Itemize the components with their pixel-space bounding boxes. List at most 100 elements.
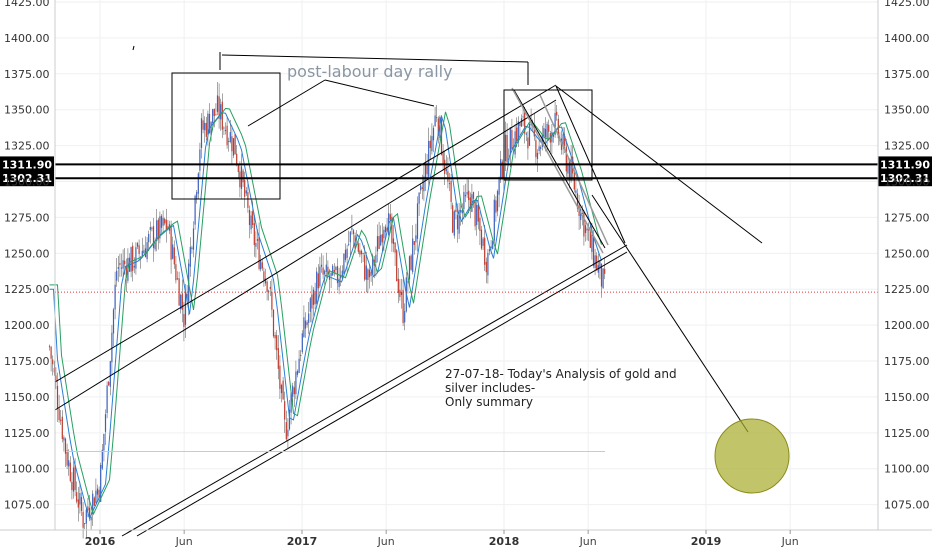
candle-body [71, 481, 73, 491]
y-tick-label-left: 1400.00 [4, 32, 50, 45]
level-badge-right-label: 1311.90 [880, 158, 930, 171]
candle-body [551, 131, 553, 143]
candle-body [413, 241, 415, 245]
target-pointer-line[interactable] [591, 194, 749, 433]
upper-channel-line-2[interactable] [54, 99, 557, 411]
candle-body [245, 190, 247, 194]
candle-body [378, 236, 380, 249]
candle-body [204, 122, 206, 131]
moving-average-blue [49, 112, 602, 520]
candle-body [260, 260, 262, 270]
candle-body [159, 216, 161, 239]
fan-line-4[interactable] [511, 87, 604, 254]
x-tick-label: 2016 [85, 535, 116, 548]
candle-body [300, 354, 302, 356]
candle-body [53, 367, 55, 373]
candle-body [56, 386, 59, 409]
candle-body [186, 293, 188, 301]
candle-body [327, 266, 329, 275]
candle-body [72, 467, 75, 492]
candle-body [148, 233, 150, 243]
rally-annotation[interactable]: post-labour day rally [287, 62, 453, 81]
y-tick-label-left: 1375.00 [4, 68, 50, 81]
candle-body [591, 234, 593, 252]
candle-body [84, 523, 86, 525]
candle-body [570, 159, 572, 181]
fan-line-3[interactable] [513, 89, 606, 249]
x-tick-label: 2017 [287, 535, 318, 548]
candle-body [306, 322, 308, 325]
candle-body [181, 293, 183, 310]
level-badge-left-label: 1302.31 [2, 172, 52, 185]
candle-body [237, 164, 239, 172]
candle-body [564, 135, 566, 146]
candle-body [282, 380, 284, 400]
candle-body [580, 208, 582, 221]
candle-body [384, 226, 387, 233]
fan-line-5[interactable] [539, 94, 609, 246]
candle-body [376, 236, 379, 252]
candle-body [412, 238, 414, 273]
candle-body [216, 95, 219, 112]
y-tick-label-left: 1425.00 [4, 0, 50, 9]
y-tick-label-right: 1225.00 [884, 283, 930, 296]
candle-body [87, 506, 89, 511]
candle-body [293, 387, 295, 395]
lower-channel-line-2[interactable] [136, 251, 628, 537]
candle-body [586, 228, 588, 231]
candle-body [253, 223, 255, 246]
candle-body [189, 246, 191, 267]
lower-channel-line-1[interactable] [121, 244, 628, 537]
top-connector-line[interactable] [221, 54, 529, 63]
candle-body [207, 113, 209, 136]
candle-body [111, 332, 113, 363]
candle-body [544, 128, 547, 138]
candle-body [197, 173, 199, 194]
box-2016-top[interactable] [171, 72, 281, 200]
candle-body [357, 243, 359, 252]
candle-body [348, 243, 350, 245]
candle-body [226, 125, 228, 146]
candle-body [242, 170, 244, 183]
x-tick-label: Jun [175, 535, 193, 548]
candle-body [381, 234, 383, 243]
candle-body [392, 238, 395, 244]
candle-body [58, 408, 60, 421]
candle-body [525, 133, 527, 135]
candle-body [261, 262, 263, 269]
candle-body [232, 138, 235, 156]
candle-body [487, 252, 489, 276]
y-tick-label-left: 1100.00 [4, 463, 50, 476]
candle-body [341, 270, 343, 278]
candle-body [589, 230, 591, 248]
analysis-annotation[interactable]: 27-07-18- Today's Analysis of gold and s… [445, 367, 677, 409]
candle-body [60, 419, 62, 421]
upper-channel-line-1[interactable] [54, 84, 557, 383]
candle-body [469, 197, 471, 210]
candle-body [599, 260, 601, 269]
candle-body [175, 264, 177, 281]
candle-body [548, 124, 550, 132]
y-tick-label-left: 1250.00 [4, 247, 50, 260]
candle-body [543, 127, 545, 138]
candle-body [325, 264, 327, 272]
y-tick-label-right: 1300.00 [884, 176, 930, 189]
candle-body [311, 294, 313, 309]
candle-body [271, 291, 273, 310]
box-2018-top[interactable] [503, 89, 593, 181]
candle-body [223, 127, 225, 129]
rally-arrow-right[interactable] [324, 79, 435, 107]
candle-body [200, 118, 203, 148]
candle-body [178, 278, 180, 306]
y-tick-label-right: 1275.00 [884, 211, 930, 224]
rally-arrow-left[interactable] [247, 79, 326, 127]
target-zone-circle[interactable] [714, 418, 790, 494]
candle-body [170, 225, 172, 260]
candle-body [100, 464, 102, 502]
y-tick-label-right: 1125.00 [884, 427, 930, 440]
candle-body [138, 245, 140, 255]
candle-body [480, 229, 483, 249]
